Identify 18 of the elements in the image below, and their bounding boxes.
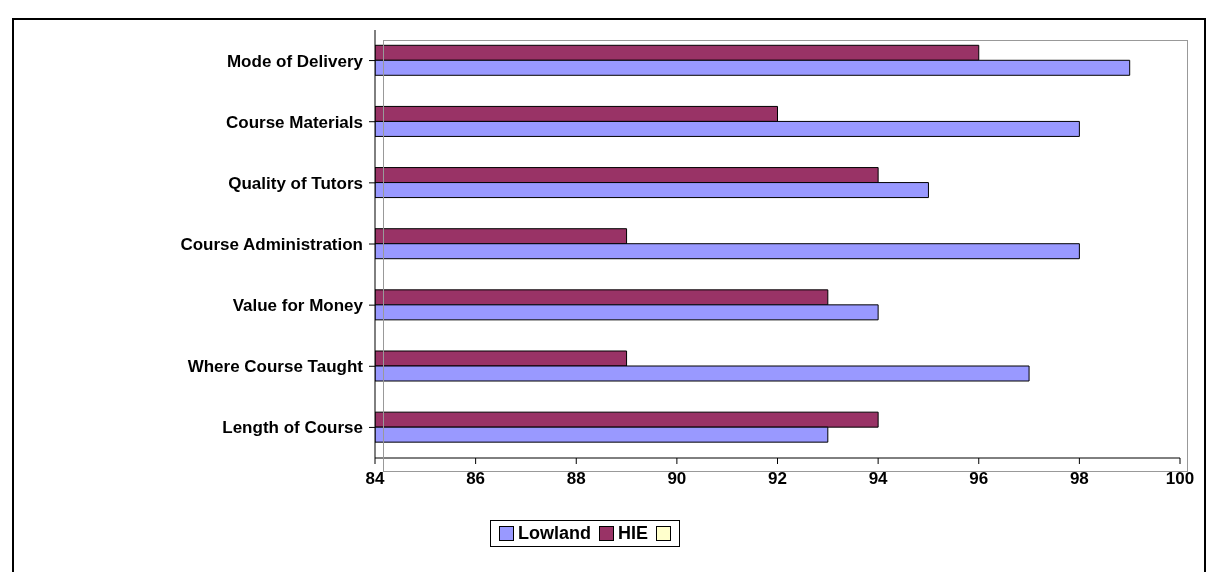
x-tick-label: 92	[768, 469, 787, 489]
x-tick-label: 96	[969, 469, 989, 489]
y-tick-label: Mode of Delivery	[226, 51, 364, 71]
x-tick-label: 98	[1069, 469, 1089, 489]
x-tick-label: 86	[466, 469, 486, 489]
y-tick-label: Length of Course	[222, 418, 363, 438]
y-tick-label: Course Materials	[226, 112, 363, 132]
y-tick-label: Quality of Tutors	[228, 173, 363, 193]
legend-label: Lowland	[518, 523, 591, 544]
x-tick-label: 90	[667, 469, 687, 489]
y-tick-label: Course Administration	[180, 235, 363, 255]
x-tick-label: 94	[868, 469, 889, 489]
x-tick-label: 88	[566, 469, 586, 489]
x-tick-label: 100	[1165, 469, 1195, 489]
y-tick-label: Where Course Taught	[187, 357, 364, 377]
y-tick-label: Value for Money	[232, 296, 364, 316]
legend-label: HIE	[618, 523, 649, 544]
x-tick-label: 84	[365, 469, 385, 489]
